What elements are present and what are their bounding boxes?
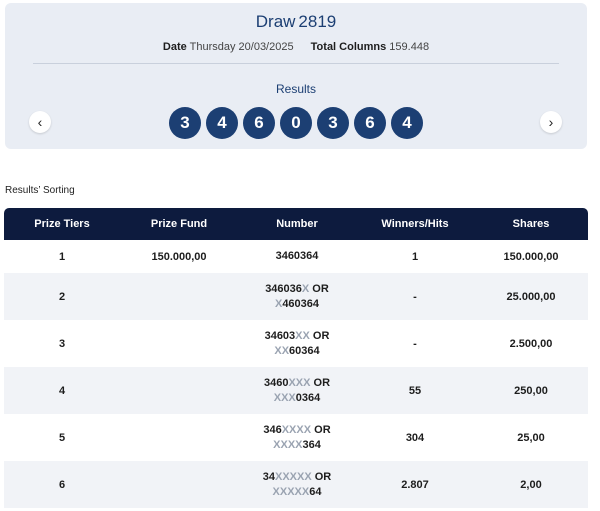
table-row: 3 34603XX OR XX60364 - 2.500,00 — [4, 320, 588, 367]
winning-number: 3460XXX OR XXX0364 — [238, 367, 356, 414]
prize-tier: 5 — [4, 414, 120, 461]
result-ball: 6 — [243, 107, 275, 139]
prize-tier: 3 — [4, 320, 120, 367]
result-ball: 6 — [354, 107, 386, 139]
result-ball: 4 — [391, 107, 423, 139]
result-balls: 3 4 6 0 3 6 4 — [5, 107, 587, 139]
prize-tier: 6 — [4, 461, 120, 508]
table-row: 2 346036X OR X460364 - 25.000,00 — [4, 273, 588, 320]
header-prize-tiers: Prize Tiers — [4, 208, 120, 240]
prize-fund — [120, 320, 238, 367]
winners-hits: - — [356, 320, 474, 367]
winning-number: 346XXXX OR XXXX364 — [238, 414, 356, 461]
header-prize-fund: Prize Fund — [120, 208, 238, 240]
draw-card: Draw 2819 Date Thursday 20/03/2025 Total … — [5, 3, 587, 149]
result-ball: 0 — [280, 107, 312, 139]
shares: 2.500,00 — [474, 320, 588, 367]
prize-table: Prize Tiers Prize Fund Number Winners/Hi… — [4, 208, 588, 508]
results-label: Results — [275, 82, 316, 96]
shares: 2,00 — [474, 461, 588, 508]
divider — [33, 63, 559, 64]
total-columns-value: 159.448 — [389, 41, 430, 53]
winning-number: 346036X OR X460364 — [238, 273, 356, 320]
shares: 25.000,00 — [474, 273, 588, 320]
prize-fund — [120, 273, 238, 320]
table-row: 1 150.000,00 3460364 1 150.000,00 — [4, 240, 588, 273]
draw-number: 2819 — [298, 12, 337, 31]
table-row: 4 3460XXX OR XXX0364 55 250,00 — [4, 367, 588, 414]
prize-fund — [120, 367, 238, 414]
prize-tier: 4 — [4, 367, 120, 414]
header-winners-hits: Winners/Hits — [356, 208, 474, 240]
prize-tier: 2 — [4, 273, 120, 320]
shares: 25,00 — [474, 414, 588, 461]
date-value: Thursday 20/03/2025 — [189, 41, 294, 53]
table-header-row: Prize Tiers Prize Fund Number Winners/Hi… — [4, 208, 588, 240]
prize-fund: 150.000,00 — [120, 240, 238, 273]
shares: 250,00 — [474, 367, 588, 414]
winning-number: 34XXXXX OR XXXXX64 — [238, 461, 356, 508]
winners-hits: - — [356, 273, 474, 320]
shares: 150.000,00 — [474, 240, 588, 273]
winners-hits: 1 — [356, 240, 474, 273]
chevron-left-icon: ‹ — [37, 114, 43, 130]
table-row: 6 34XXXXX OR XXXXX64 2.807 2,00 — [4, 461, 588, 508]
table-row: 5 346XXXX OR XXXX364 304 25,00 — [4, 414, 588, 461]
winners-hits: 2.807 — [356, 461, 474, 508]
winning-number: 34603XX OR XX60364 — [238, 320, 356, 367]
chevron-right-icon: › — [548, 114, 554, 130]
winners-hits: 304 — [356, 414, 474, 461]
header-number: Number — [238, 208, 356, 240]
prize-fund — [120, 461, 238, 508]
draw-title: Draw 2819 — [5, 12, 587, 32]
result-ball: 3 — [317, 107, 349, 139]
total-columns-label: Total Columns — [310, 41, 387, 53]
draw-meta: Date Thursday 20/03/2025 Total Columns 1… — [5, 41, 587, 53]
date-label: Date — [162, 41, 187, 53]
header-shares: Shares — [474, 208, 588, 240]
prize-fund — [120, 414, 238, 461]
draw-label: Draw — [255, 12, 296, 31]
prize-tier: 1 — [4, 240, 120, 273]
results-sorting-label: Results’ Sorting — [5, 185, 75, 196]
next-draw-button[interactable]: › — [540, 111, 562, 133]
winners-hits: 55 — [356, 367, 474, 414]
previous-draw-button[interactable]: ‹ — [29, 111, 51, 133]
winning-number: 3460364 — [238, 240, 356, 273]
result-ball: 3 — [169, 107, 201, 139]
result-ball: 4 — [206, 107, 238, 139]
